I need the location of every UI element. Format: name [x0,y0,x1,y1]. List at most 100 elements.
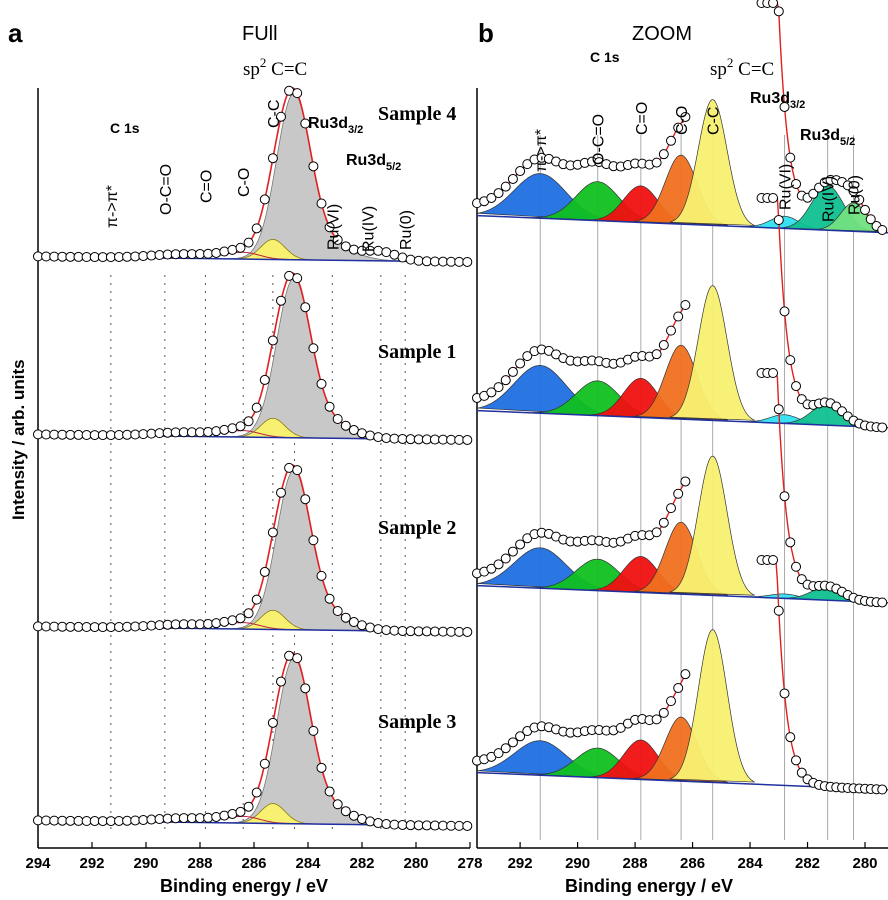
data-point-b [785,732,796,743]
data-point-b [680,111,691,122]
data-point-a [340,806,351,817]
tick-label-b-282: 282 [795,855,820,872]
data-point-a [332,234,343,245]
data-point-a [276,111,286,122]
data-point-a [267,335,278,346]
baseline-b [476,214,888,234]
data-point-b [493,559,504,570]
data-point-b [486,192,497,203]
tick-label-b-280: 280 [852,855,877,872]
component-peak-b [669,455,755,596]
component-label-a-4: C-C [266,100,283,128]
data-point-a [316,762,327,773]
tick-label-b-286: 286 [680,855,705,872]
data-point-a [259,374,270,385]
data-point-a [267,153,278,164]
ru32-label-a: Ru3d3/2 [308,115,363,136]
data-point-a [292,653,303,664]
data-point-b [651,527,662,538]
envelope-a [37,652,469,827]
ru-main-peak [213,469,429,632]
panel-b-spectrum-2 [472,193,888,433]
baseline-b [476,584,888,604]
data-point-a [292,465,303,476]
data-point-a [251,787,262,798]
component-label-a-5: Ru(VI) [325,204,342,250]
data-point-a [292,88,303,99]
x-axis-label-a: Binding energy / eV [160,876,328,896]
data-point-a [348,244,359,255]
tick-label-b-292: 292 [508,855,533,872]
component-label-b-1: O-C=O [591,114,608,165]
data-point-a [243,416,254,427]
data-point-a [219,810,230,821]
component-label-a-6: Ru(IV) [360,206,377,252]
panel-a-letter: a [8,18,23,48]
data-point-a [332,605,343,616]
data-point-b [877,422,888,433]
data-point-a [203,248,214,259]
data-point-a [397,252,408,263]
data-point-b [486,563,497,574]
tick-label-a-280: 280 [403,855,428,872]
panel-b-letter: b [478,18,494,48]
data-point-a [373,624,384,635]
data-point-a [267,527,278,538]
data-point-a [373,818,384,829]
sample-label-3: Sample 3 [378,711,456,733]
data-point-b [658,707,669,718]
data-point-a [405,254,416,265]
data-point-a [203,812,214,823]
data-point-b [507,173,518,184]
component-label-b-2: C=O [634,102,651,135]
data-point-a [324,593,335,604]
data-point-b [860,204,871,215]
tick-label-a-284: 284 [295,855,321,872]
envelope-a [37,464,469,633]
data-point-b [768,193,779,203]
component-peak-b [669,629,755,783]
panel-b-spectrum-4 [472,555,888,795]
sp2-label-b: sp2 C=C [710,55,774,80]
data-point-b [666,503,677,514]
data-point-a [267,717,278,728]
data-point-b [658,517,669,528]
data-point-b [773,6,784,17]
data-point-a [365,430,376,441]
tick-label-a-288: 288 [187,855,212,872]
sample-label-1: Sample 1 [378,341,456,363]
data-point-a [284,85,295,96]
data-point-a [276,676,286,687]
data-point-a [251,223,262,234]
data-point-a [300,118,311,129]
data-point-a [219,616,230,627]
data-point-b [791,561,802,572]
data-point-b [666,696,677,707]
data-point-a [292,273,303,284]
data-point-a [211,426,222,437]
data-point-b [877,784,888,795]
data-point-b [680,299,691,310]
data-point-b [658,340,669,351]
data-point-a [357,814,367,825]
data-point-a [227,423,238,434]
data-point-a [227,808,238,819]
data-point-b [493,188,504,199]
ru-main-peak [213,657,429,826]
data-point-a [211,811,222,822]
data-point-b [673,122,684,133]
data-point-a [365,622,376,633]
data-point-b [651,714,662,725]
data-point-a [284,650,295,661]
data-point-b [808,188,819,199]
data-point-b [666,135,677,146]
data-point-b [486,387,497,398]
data-point-b [848,186,859,197]
data-point-a [308,161,319,172]
data-point-a [259,194,270,205]
data-point-a [324,222,335,233]
tick-label-a-294: 294 [25,855,51,872]
data-point-a [300,683,311,694]
sample-label-2: Sample 2 [378,517,456,539]
